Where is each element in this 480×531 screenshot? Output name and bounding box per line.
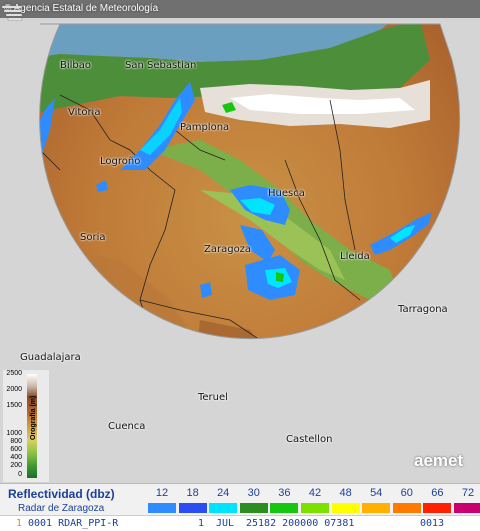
oro-tick: 200 (10, 462, 22, 469)
orography-colorbar (27, 374, 37, 478)
legend-swatch (270, 503, 299, 513)
oro-tick: 1000 (6, 430, 22, 437)
status-day: 1 (198, 518, 205, 529)
city-guadalajara: Guadalajara (20, 352, 81, 363)
oro-tick: 2500 (6, 370, 22, 377)
status-index: 1 (16, 518, 23, 529)
status-codes: 25182 200000 07381 (246, 518, 355, 529)
radar-map[interactable]: © Agencia Estatal de Meteorología Bilbao… (0, 0, 480, 483)
legend-swatch (148, 503, 176, 513)
legend-title: Reflectividad (dbz) (8, 487, 115, 501)
legend-swatch (301, 503, 329, 513)
status-month: JUL (216, 518, 235, 529)
legend-swatch (209, 503, 238, 513)
brand-name: aemet (414, 451, 464, 470)
legend-value: 30 (247, 487, 260, 499)
city-soria: Soria (80, 232, 106, 243)
legend-swatch (239, 503, 268, 513)
reflectivity-legend: Reflectividad (dbz) Radar de Zaragoza 12… (0, 483, 480, 516)
status-bar: 1 0001 RDAR_PPI-R 1 JUL 25182 200000 073… (0, 515, 480, 531)
oro-tick: 800 (10, 438, 22, 445)
status-time: 0013 (420, 518, 445, 529)
orography-scale (3, 370, 49, 482)
legend-swatch (362, 503, 391, 513)
city-pamplona: Pamplona (180, 122, 230, 133)
legend-swatch (454, 503, 480, 513)
legend-value: 72 (461, 487, 475, 499)
city-castellon: Castellon (286, 434, 333, 445)
oro-tick: 1500 (6, 402, 22, 409)
legend-value: 36 (278, 487, 291, 499)
city-vitoria: Vitoria (68, 107, 101, 118)
legend-value: 24 (217, 487, 230, 499)
city-bilbao: Bilbao (60, 60, 92, 71)
city-zaragoza: Zaragoza (204, 244, 252, 255)
agency-label: Agencia Estatal de Meteorología (13, 3, 159, 14)
radar-echoes (39, 82, 432, 300)
city-lleida: Lleida (340, 251, 370, 262)
city-huesca: Huesca (268, 188, 305, 199)
city-tarragona: Tarragona (398, 304, 448, 315)
legend-value: 54 (370, 487, 383, 499)
legend-value: 60 (400, 487, 413, 499)
legend-subtitle: Radar de Zaragoza (18, 503, 105, 514)
oro-tick: 2000 (6, 386, 22, 393)
orography-title: Orografía (m) (30, 395, 37, 440)
legend-swatch (392, 503, 421, 513)
legend-value: 66 (431, 487, 444, 499)
sea-biscay (39, 24, 420, 66)
city-logrono: Logroño (100, 156, 141, 167)
city-teruel: Teruel (198, 392, 228, 403)
legend-value: 12 (155, 487, 169, 499)
legend-value: 18 (186, 487, 199, 499)
oro-tick: 600 (10, 446, 22, 453)
legend-value: 42 (308, 487, 322, 499)
city-san-sebastian: San Sebastian (125, 60, 197, 71)
city-cuenca: Cuenca (108, 421, 146, 432)
agency-name: © Agencia Estatal de Meteorología (4, 3, 158, 14)
legend-swatch (331, 503, 360, 513)
legend-value: 48 (339, 487, 352, 499)
legend-swatch (423, 503, 452, 513)
status-product: 0001 RDAR_PPI-R (28, 518, 119, 529)
copyright-icon: © (4, 3, 14, 14)
legend-swatch (178, 503, 207, 513)
map-canvas (0, 0, 480, 340)
aemet-logo-icon (1, 5, 23, 21)
oro-tick: 0 (18, 471, 22, 478)
oro-tick: 400 (10, 454, 22, 461)
